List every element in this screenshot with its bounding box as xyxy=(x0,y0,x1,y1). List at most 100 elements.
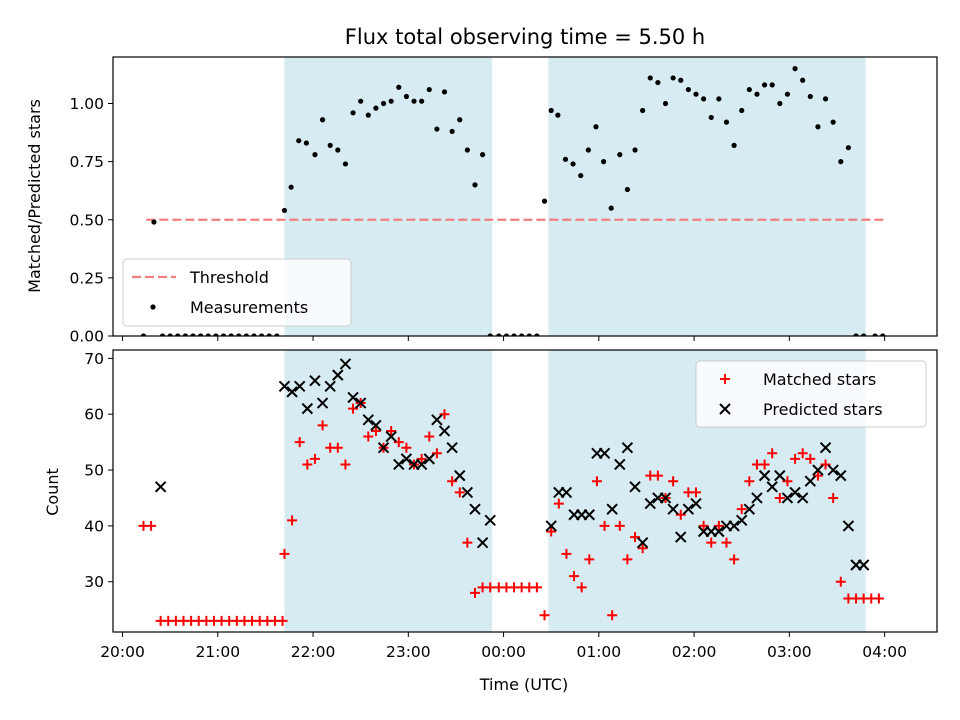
legend-threshold-label: Threshold xyxy=(189,268,269,287)
predicted-star-point xyxy=(842,520,855,532)
measurement-point xyxy=(511,333,517,336)
legend-box xyxy=(695,360,927,428)
measurement-point xyxy=(251,333,257,336)
predicted-star-point xyxy=(819,442,832,454)
measurement-point xyxy=(449,128,455,134)
legend-measurement-swatch xyxy=(150,304,156,310)
measurement-point xyxy=(182,333,188,336)
x-tick-label: 02:00 xyxy=(672,643,717,661)
measurement-point xyxy=(228,333,234,336)
x-tick-label: 00:00 xyxy=(481,643,526,661)
matched-star-point xyxy=(469,587,480,598)
predicted-star-point xyxy=(476,536,489,549)
measurement-point xyxy=(541,198,548,204)
bottom-panel: 20:00 21:00 22:00 23:00 00:00 01:00 02:00 03:00… xyxy=(84,349,938,661)
matched-star-point xyxy=(294,437,305,448)
predicted-star-point xyxy=(461,486,474,499)
measurement-point xyxy=(350,110,356,116)
predicted-star-point xyxy=(766,481,778,493)
measurement-point xyxy=(205,333,211,336)
measurement-point xyxy=(487,333,493,336)
measurement-point xyxy=(296,138,302,144)
matched-star-point xyxy=(805,453,816,464)
matched-star-point xyxy=(591,476,602,487)
y-tick-label: 0.50 xyxy=(69,211,104,229)
predicted-star-point xyxy=(431,414,443,426)
matched-star-point xyxy=(607,610,618,621)
measurement-point xyxy=(739,107,745,114)
measurement-point xyxy=(746,86,752,93)
y-tick-label: 0.75 xyxy=(69,153,104,171)
measurement-point xyxy=(281,207,288,214)
measurement-point xyxy=(632,147,638,153)
matched-star-point xyxy=(637,543,648,554)
matched-star-point xyxy=(873,593,884,604)
matched-star-point xyxy=(424,431,435,442)
legend-bottom: Matched stars Predicted stars xyxy=(695,360,927,428)
chart-title: Flux total observing time = 5.50 h xyxy=(345,25,705,49)
measurement-point xyxy=(358,98,364,104)
matched-star-point xyxy=(614,520,625,531)
observing-interval xyxy=(548,57,866,336)
measurement-point xyxy=(792,66,798,72)
matched-star-point xyxy=(767,448,778,459)
measurement-point xyxy=(342,161,349,167)
predicted-star-point xyxy=(278,380,291,393)
predicted-star-point xyxy=(324,380,336,393)
measurement-point xyxy=(243,333,249,336)
predicted-star-point xyxy=(545,520,557,532)
y-tick-label: 1.00 xyxy=(69,95,104,113)
measurement-point xyxy=(167,333,173,336)
predicted-star-point xyxy=(774,469,786,482)
measurement-point xyxy=(457,117,463,123)
matched-star-point xyxy=(744,476,755,487)
matched-star-point xyxy=(302,459,313,470)
measurement-point xyxy=(777,100,783,107)
matched-star-point xyxy=(797,448,808,459)
measurement-point xyxy=(754,91,760,97)
measurement-point xyxy=(570,161,576,167)
legend-matched-label: Matched stars xyxy=(763,370,876,389)
matched-star-point xyxy=(721,537,732,548)
y-tick-label: 70 xyxy=(84,350,104,368)
predicted-star-point xyxy=(484,514,496,527)
measurement-point xyxy=(655,79,661,86)
predicted-star-point xyxy=(294,380,306,393)
measurement-point xyxy=(600,159,607,165)
measurement-point xyxy=(175,333,181,336)
top-y-axis-label: Matched/Predicted stars xyxy=(25,99,44,293)
predicted-star-point xyxy=(354,397,367,409)
x-tick-label: 23:00 xyxy=(386,643,431,661)
measurement-point xyxy=(503,333,510,336)
predicted-star-point xyxy=(690,497,702,510)
measurement-point xyxy=(662,100,669,107)
measurement-point xyxy=(861,333,867,336)
measurement-point xyxy=(335,147,341,153)
measurement-point xyxy=(396,84,402,90)
predicted-star-point xyxy=(370,419,382,432)
measurement-point xyxy=(472,182,478,188)
matched-star-point xyxy=(553,498,564,509)
measurement-point xyxy=(327,142,333,148)
measurement-point xyxy=(373,105,379,111)
measurement-point xyxy=(731,142,737,148)
legend-matched-swatch xyxy=(720,374,730,384)
measurement-point xyxy=(670,75,676,81)
matched-star-point xyxy=(835,576,846,587)
measurement-point xyxy=(198,333,204,336)
axes-frame xyxy=(112,56,938,337)
predicted-star-point xyxy=(713,525,725,538)
y-tick-label: 30 xyxy=(84,573,104,591)
matched-star-point xyxy=(279,548,290,559)
measurement-point xyxy=(236,333,242,336)
x-axis-label: Time (UTC) xyxy=(479,675,568,694)
measurement-point xyxy=(288,184,294,190)
measurement-point xyxy=(434,126,440,132)
predicted-star-point xyxy=(309,375,321,387)
matched-star-point xyxy=(790,453,801,464)
observing-interval xyxy=(284,350,493,632)
measurement-point xyxy=(761,82,768,88)
predicted-star-point xyxy=(377,442,390,454)
measurement-point xyxy=(388,98,394,104)
measurement-point xyxy=(151,219,157,225)
